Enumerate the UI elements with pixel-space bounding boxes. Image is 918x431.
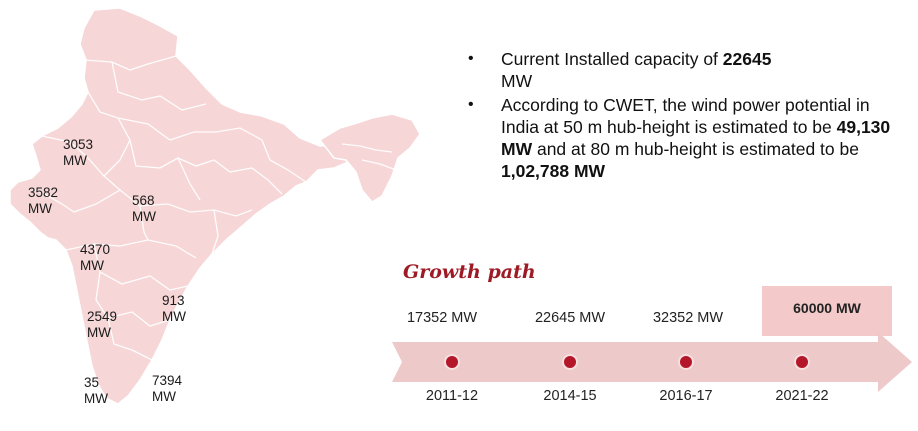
milestone-year-1: 2011-12 xyxy=(425,388,479,404)
milestone-dot-2 xyxy=(562,354,578,370)
milestone-value-1: 17352 MW xyxy=(406,310,478,326)
milestone-value-2: 22645 MW xyxy=(534,310,606,326)
bullet-potential: According to CWET, the wind power potent… xyxy=(468,94,908,182)
milestone-dot-4 xyxy=(794,354,810,370)
india-map xyxy=(9,7,421,405)
timeline-arrow xyxy=(392,332,912,392)
map-label-tamilnadu: 7394 MW xyxy=(152,373,183,404)
map-label-kerala: 35 MW xyxy=(84,375,108,406)
map-label-west: 3582 MW xyxy=(28,185,59,216)
growth-timeline: 17352 MW 22645 MW 32352 MW 60000 MW 2011… xyxy=(392,286,912,420)
map-label-north: 3053 MW xyxy=(63,137,94,168)
map-label-maharashtra: 4370 MW xyxy=(80,242,111,273)
milestone-year-2: 2014-15 xyxy=(543,388,597,404)
target-box xyxy=(762,286,892,336)
milestone-year-4: 2021-22 xyxy=(775,388,829,404)
milestone-dot-1 xyxy=(444,354,460,370)
milestone-year-3: 2016-17 xyxy=(659,388,713,404)
map-label-andhra: 913 MW xyxy=(162,293,186,324)
milestone-dot-3 xyxy=(678,354,694,370)
map-label-central: 568 MW xyxy=(132,193,156,224)
milestone-value-4: 60000 MW xyxy=(793,300,861,316)
milestone-value-3: 32352 MW xyxy=(652,310,724,326)
growth-path-title: Growth path xyxy=(403,261,536,283)
india-northeast xyxy=(319,113,421,203)
map-label-karnataka: 2549 MW xyxy=(87,309,118,340)
india-mainland xyxy=(9,7,357,405)
